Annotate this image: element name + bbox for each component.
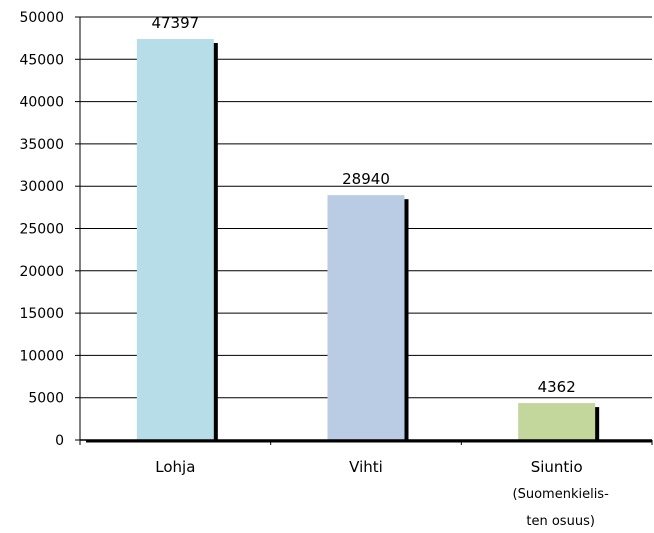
category-label: Siuntio xyxy=(531,458,583,476)
y-tick-label: 45000 xyxy=(19,52,64,68)
y-axis-tick-labels: 0 5000 10000 15000 20000 25000 30000 35000 40000… xyxy=(19,10,64,449)
y-tick-label: 30000 xyxy=(19,179,64,195)
data-label: 47397 xyxy=(151,14,199,32)
bar-lohja xyxy=(136,39,214,440)
data-label: 4362 xyxy=(538,378,576,396)
y-tick-label: 35000 xyxy=(19,137,64,153)
bars xyxy=(136,39,600,440)
bar-vihti xyxy=(327,195,405,440)
y-tick-label: 10000 xyxy=(19,348,64,364)
category-label: Lohja xyxy=(155,458,195,476)
y-tick-label: 50000 xyxy=(19,10,64,26)
y-tick-label: 15000 xyxy=(19,306,64,322)
bar-siuntio xyxy=(518,403,596,440)
category-label: Vihti xyxy=(349,458,383,476)
data-labels: 47397 28940 4362 xyxy=(151,14,575,396)
y-tick-label: 40000 xyxy=(19,95,64,111)
category-note-line: ten osuus) xyxy=(526,514,595,529)
data-label: 28940 xyxy=(342,170,390,188)
axes xyxy=(75,16,653,445)
y-tick-label: 5000 xyxy=(28,391,64,407)
y-tick-label: 20000 xyxy=(19,264,64,280)
x-axis-category-labels: Lohja Vihti Siuntio (Suomenkielis-ten osuus… xyxy=(155,458,609,529)
y-tick-label: 0 xyxy=(55,433,64,449)
x-axis-shadow xyxy=(86,440,652,443)
y-tick-label: 25000 xyxy=(19,222,64,238)
category-note-line: (Suomenkielis- xyxy=(513,487,610,502)
